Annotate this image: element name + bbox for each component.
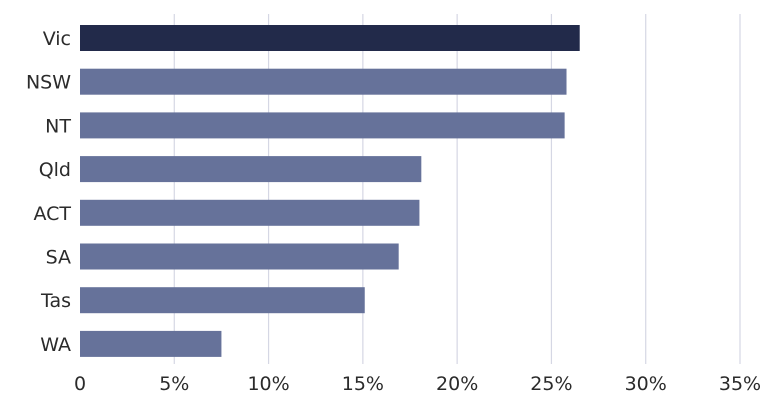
category-label-vic: Vic: [43, 28, 71, 50]
x-tick-label: 10%: [247, 373, 289, 395]
x-tick-label: 30%: [625, 373, 667, 395]
category-label-act: ACT: [33, 203, 71, 225]
x-tick-label: 20%: [436, 373, 478, 395]
category-label-nsw: NSW: [26, 72, 71, 94]
category-label-sa: SA: [46, 247, 71, 269]
bar-sa: [80, 243, 399, 270]
x-tick-label: 5%: [159, 373, 189, 395]
bar-tas: [80, 287, 365, 314]
bars: [80, 25, 580, 357]
x-tick-label: 25%: [530, 373, 572, 395]
bar-vic: [80, 25, 580, 51]
category-label-nt: NT: [45, 115, 71, 137]
bar-nt: [80, 112, 565, 139]
category-label-tas: Tas: [40, 290, 71, 312]
x-tick-label: 15%: [342, 373, 384, 395]
bar-wa: [80, 330, 222, 357]
x-axis-tick-labels: 0 5% 10% 15% 20% 25% 30% 35%: [74, 373, 761, 395]
bar-nsw: [80, 68, 567, 95]
category-labels: Vic NSW NT Qld ACT SA Tas WA: [26, 28, 71, 356]
x-tick-label: 35%: [719, 373, 761, 395]
category-label-wa: WA: [40, 334, 71, 356]
bar-act: [80, 199, 420, 226]
category-label-qld: Qld: [39, 159, 71, 181]
x-tick-label: 0: [74, 373, 86, 395]
bar-qld: [80, 156, 422, 183]
